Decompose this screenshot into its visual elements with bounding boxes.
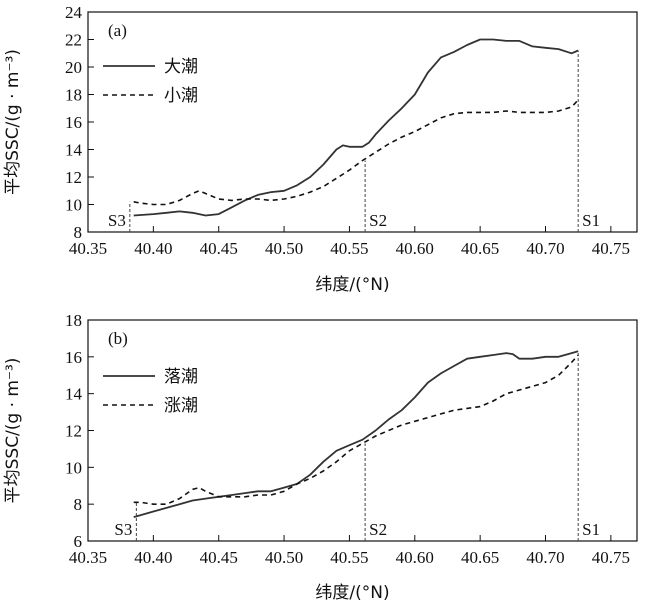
y-tick-label: 24 [65,3,83,22]
x-tick-label: 40.45 [200,548,238,567]
legend-label-2: 涨潮 [164,396,198,416]
x-tick-label: 40.50 [265,239,303,258]
x-tick-label: 40.55 [330,548,368,567]
legend-label-1: 落潮 [164,367,198,387]
y-tick-label: 6 [74,532,83,551]
series-line-1 [133,38,579,217]
legend-label-2: 小潮 [164,86,198,106]
series-line-2 [133,354,579,505]
x-tick-label: 40.70 [526,239,564,258]
y-axis-title: 平均SSC/(g · m⁻³) [3,49,23,195]
station-label-s2: S2 [369,211,387,230]
y-tick-label: 8 [74,223,83,242]
station-label-s2: S2 [369,520,387,539]
station-label-s3: S3 [108,211,126,230]
plot-frame [87,319,638,542]
y-tick-label: 16 [65,348,82,367]
y-tick-label: 10 [65,458,82,477]
y-tick-label: 10 [65,196,82,215]
panel-label: (a) [108,21,127,40]
x-tick-label: 40.60 [396,548,434,567]
x-axis-title: 纬度/(°N) [315,275,389,295]
series-line-1 [133,350,579,518]
legend-label-1: 大潮 [164,57,198,77]
x-tick-label: 40.35 [69,548,107,567]
y-tick-label: 20 [65,58,82,77]
station-label-s3: S3 [114,520,132,539]
x-tick-label: 40.40 [134,239,172,258]
y-tick-label: 14 [65,141,83,160]
x-tick-label: 40.75 [592,239,630,258]
x-tick-label: 40.40 [134,548,172,567]
x-tick-label: 40.65 [461,239,499,258]
station-label-s1: S1 [582,211,600,230]
panel-label: (b) [108,329,128,348]
x-tick-label: 40.65 [461,548,499,567]
x-tick-label: 40.70 [526,548,564,567]
y-tick-label: 18 [65,86,82,105]
y-tick-label: 22 [65,31,82,50]
y-tick-label: 18 [65,311,82,330]
y-tick-label: 14 [65,385,83,404]
x-tick-label: 40.75 [592,548,630,567]
x-tick-label: 40.55 [330,239,368,258]
x-tick-label: 40.50 [265,548,303,567]
x-axis-title: 纬度/(°N) [315,583,389,603]
series-line-2 [133,99,579,206]
y-tick-label: 16 [65,113,82,132]
y-tick-label: 8 [74,495,83,514]
station-label-s1: S1 [582,520,600,539]
y-tick-label: 12 [65,422,82,441]
y-axis-title: 平均SSC/(g · m⁻³) [3,358,23,504]
x-tick-label: 40.60 [396,239,434,258]
x-tick-label: 40.45 [200,239,238,258]
plot-frame [87,11,638,233]
y-tick-label: 12 [65,168,82,187]
x-tick-label: 40.35 [69,239,107,258]
